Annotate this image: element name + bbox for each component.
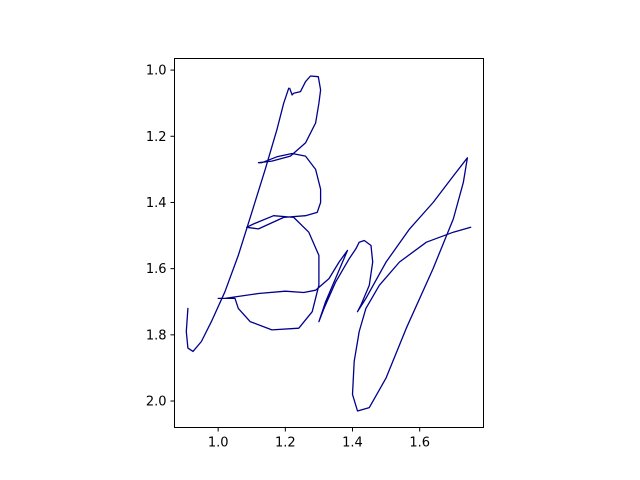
x-axis: 1.0 1.2 1.4 1.6 — [208, 427, 430, 451]
y-tick-label: 1.8 — [146, 328, 167, 343]
y-tick-label: 1.6 — [146, 262, 167, 277]
plot-area-frame — [174, 58, 484, 428]
y-tick-label: 1.4 — [146, 196, 167, 211]
x-tick-label: 1.2 — [275, 436, 296, 451]
x-tick-label: 1.0 — [208, 436, 229, 451]
y-tick-label: 1.2 — [146, 130, 167, 145]
y-axis: 1.0 1.2 1.4 1.6 1.8 2.0 — [146, 64, 175, 410]
y-tick-label: 2.0 — [146, 395, 167, 410]
series-line-1 — [217, 75, 472, 412]
y-tick-label: 1.0 — [146, 64, 167, 79]
plot-lines — [185, 75, 472, 412]
x-tick-label: 1.6 — [409, 436, 430, 451]
series-line-2 — [185, 87, 290, 353]
x-tick-label: 1.4 — [342, 436, 363, 451]
